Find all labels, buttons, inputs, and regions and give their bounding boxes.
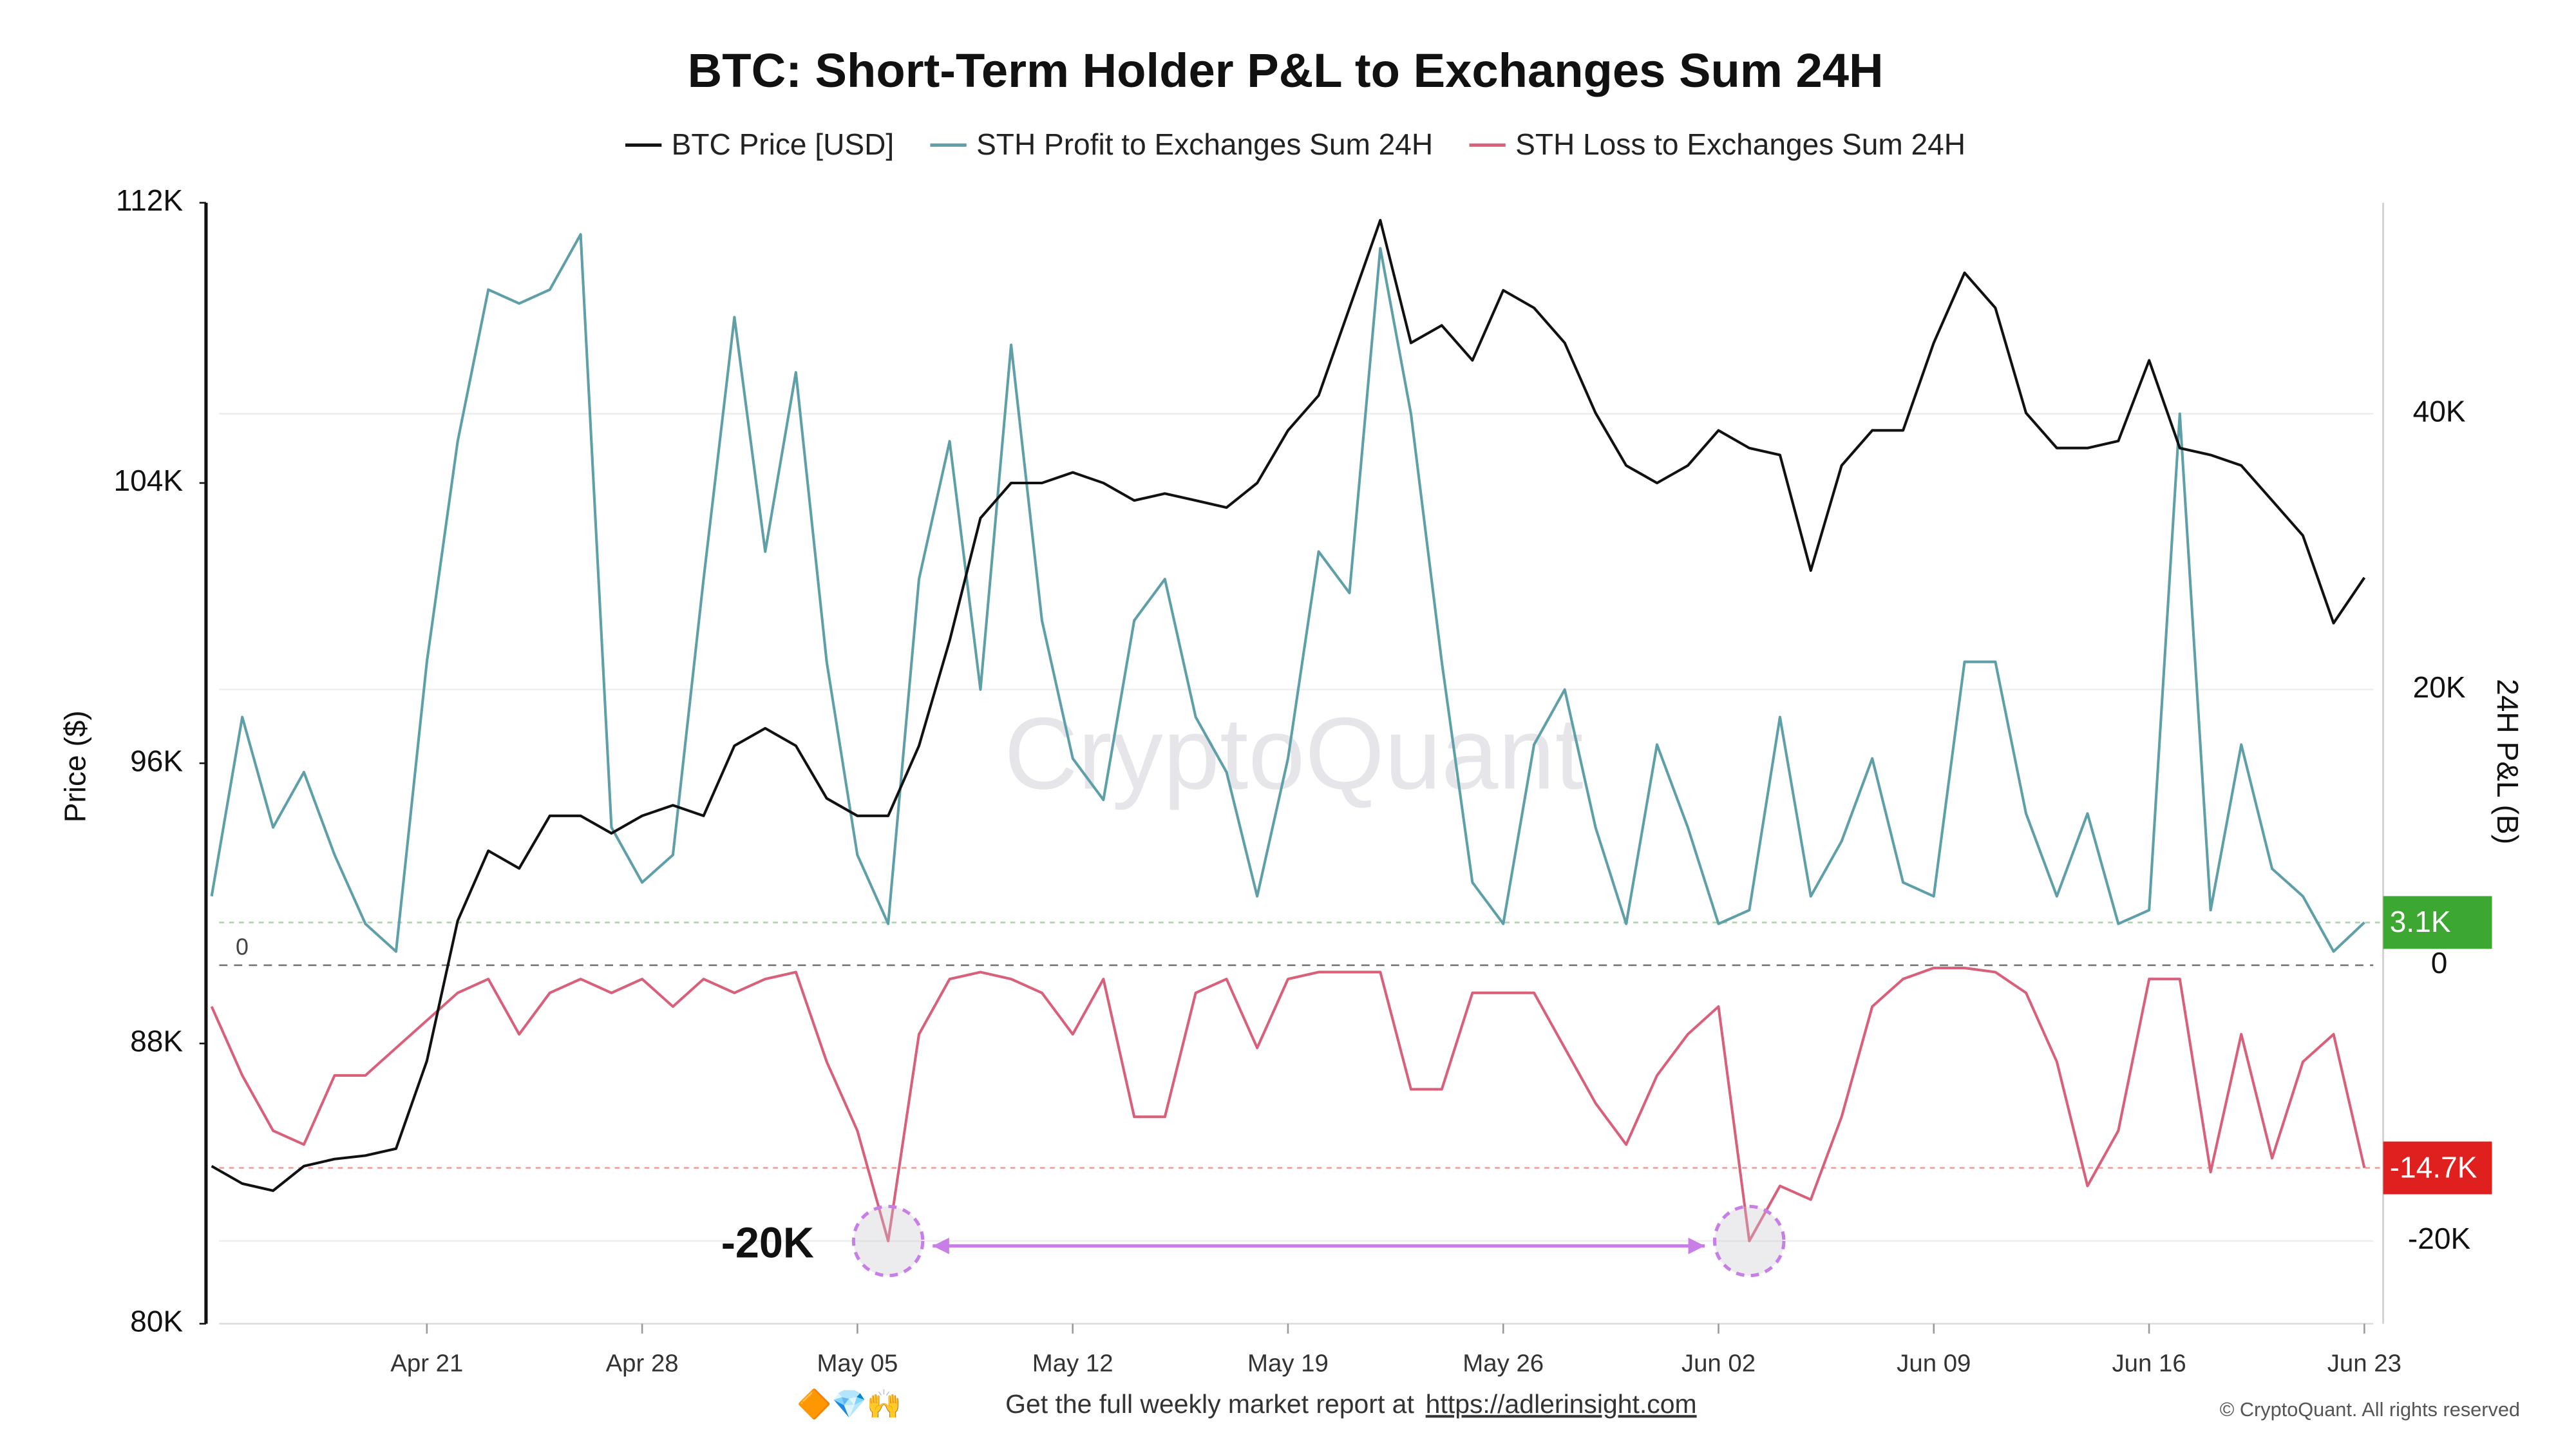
- footer-emoji: 🔶💎🙌: [797, 1388, 901, 1420]
- footer-text: Get the full weekly market report at: [1005, 1389, 1414, 1419]
- y-tick-label: 104K: [114, 464, 184, 497]
- legend: BTC Price [USD] STH Profit to Exchanges S…: [625, 128, 1965, 161]
- y-tick-label: 80K: [130, 1305, 183, 1338]
- legend-label: BTC Price [USD]: [672, 128, 894, 161]
- x-tick-label: Apr 28: [606, 1350, 679, 1378]
- reference-label: 3.1K: [2390, 905, 2451, 938]
- x-tick-label: May 19: [1247, 1350, 1329, 1378]
- zero-label: 0: [236, 934, 249, 960]
- y-tick-label: 96K: [130, 744, 183, 777]
- series-line: [210, 232, 2365, 953]
- y-tick-label: 112K: [116, 184, 183, 217]
- highlight-circle: [851, 1204, 925, 1278]
- x-tick-label: May 12: [1032, 1350, 1113, 1378]
- x-tick-label: Jun 23: [2327, 1350, 2401, 1378]
- y-axis-title: Price ($): [58, 710, 91, 822]
- y2-axis-title: 24H P&L (B): [2491, 679, 2524, 844]
- annotation-text: -20K: [721, 1219, 814, 1267]
- x-tick-label: Apr 21: [390, 1350, 463, 1378]
- reference-badge: [2383, 1141, 2492, 1195]
- x-tick-label: May 26: [1463, 1350, 1544, 1378]
- highlight-circle: [1712, 1204, 1786, 1278]
- y-tick-label: 88K: [130, 1024, 183, 1057]
- footer-link[interactable]: https://adlerinsight.com: [1426, 1389, 1697, 1419]
- chart-title: BTC: Short-Term Holder P&L to Exchanges …: [688, 44, 1884, 97]
- copyright: © CryptoQuant. All rights reserved: [2220, 1398, 2520, 1421]
- series-line: [211, 218, 2366, 1192]
- reference-badge: [2383, 896, 2492, 949]
- legend-label: STH Profit to Exchanges Sum 24H: [976, 128, 1433, 161]
- series-line: [210, 967, 2366, 1243]
- legend-label: STH Loss to Exchanges Sum 24H: [1515, 128, 1965, 161]
- reference-label: -14.7K: [2390, 1150, 2477, 1184]
- y2-tick-label: 20K: [2413, 670, 2466, 704]
- y2-tick-label: 40K: [2413, 395, 2466, 428]
- x-tick-label: Jun 02: [1681, 1350, 1756, 1378]
- x-tick-label: May 05: [817, 1350, 898, 1378]
- y2-tick-label: 0: [2431, 946, 2448, 980]
- x-tick-label: Jun 09: [1897, 1350, 1971, 1378]
- x-tick-label: Jun 16: [2112, 1350, 2186, 1378]
- y2-tick-label: -20K: [2408, 1222, 2471, 1255]
